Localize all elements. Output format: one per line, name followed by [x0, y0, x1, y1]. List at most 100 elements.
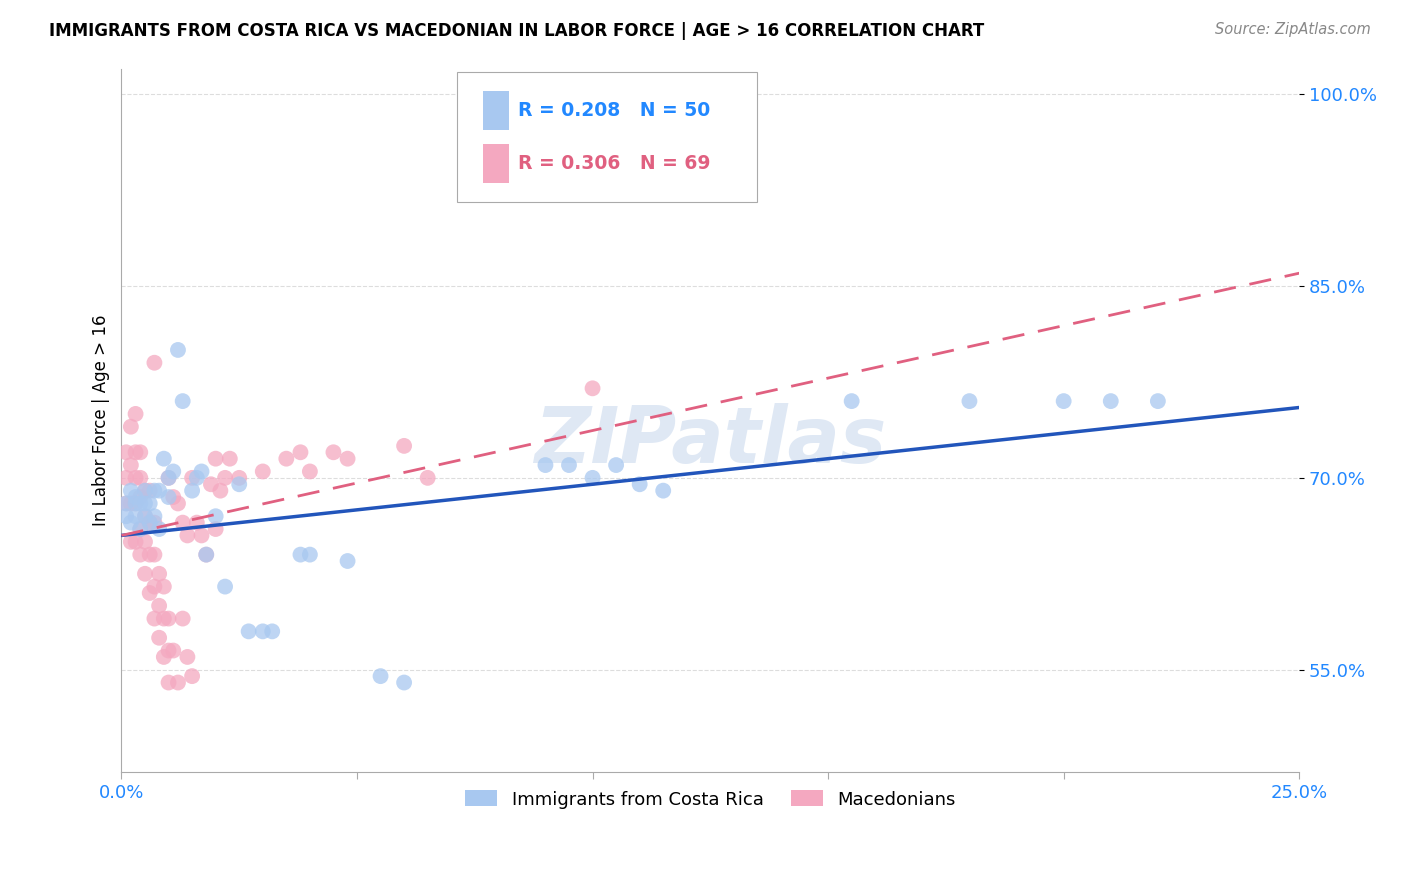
Point — [209, 483, 232, 498]
Point — [124, 445, 146, 459]
Point — [134, 566, 156, 581]
Point — [124, 496, 146, 510]
Text: ZIPatlas: ZIPatlas — [534, 403, 886, 479]
Point — [181, 483, 204, 498]
Point — [186, 516, 208, 530]
Y-axis label: In Labor Force | Age > 16: In Labor Force | Age > 16 — [93, 315, 110, 526]
Point — [124, 471, 146, 485]
Point — [129, 471, 152, 485]
Point — [181, 471, 204, 485]
Point — [134, 496, 156, 510]
Point — [129, 522, 152, 536]
Point — [581, 381, 603, 395]
Point — [195, 548, 218, 562]
Point — [148, 566, 170, 581]
Point — [129, 445, 152, 459]
Point — [1099, 394, 1122, 409]
Point — [652, 483, 675, 498]
Point — [134, 509, 156, 524]
Point — [124, 509, 146, 524]
Point — [186, 471, 208, 485]
Point — [120, 419, 142, 434]
Point — [134, 509, 156, 524]
Point — [120, 516, 142, 530]
Point — [157, 471, 180, 485]
Point — [534, 458, 557, 472]
Point — [841, 394, 863, 409]
Legend: Immigrants from Costa Rica, Macedonians: Immigrants from Costa Rica, Macedonians — [457, 783, 963, 816]
Point — [204, 509, 226, 524]
Point — [336, 554, 359, 568]
Point — [129, 522, 152, 536]
Point — [167, 343, 190, 357]
Point — [228, 471, 250, 485]
Point — [157, 490, 180, 504]
Point — [138, 586, 160, 600]
Point — [176, 528, 198, 542]
Point — [157, 643, 180, 657]
Text: R = 0.306   N = 69: R = 0.306 N = 69 — [519, 154, 711, 173]
Point — [181, 669, 204, 683]
Point — [143, 611, 166, 625]
Point — [148, 522, 170, 536]
Point — [290, 445, 312, 459]
Point — [1053, 394, 1076, 409]
Point — [143, 356, 166, 370]
Point — [143, 509, 166, 524]
Point — [262, 624, 284, 639]
Point — [167, 675, 190, 690]
Point — [392, 675, 415, 690]
Point — [322, 445, 344, 459]
Point — [153, 451, 176, 466]
Point — [124, 534, 146, 549]
Point — [148, 483, 170, 498]
Point — [134, 534, 156, 549]
Point — [157, 611, 180, 625]
Point — [336, 451, 359, 466]
Point — [162, 490, 184, 504]
Point — [162, 465, 184, 479]
Point — [153, 611, 176, 625]
Point — [157, 471, 180, 485]
FancyBboxPatch shape — [457, 72, 758, 202]
Bar — [484, 91, 509, 130]
Point — [605, 458, 627, 472]
Text: Source: ZipAtlas.com: Source: ZipAtlas.com — [1215, 22, 1371, 37]
Point — [298, 465, 321, 479]
Point — [120, 483, 142, 498]
Point — [238, 624, 260, 639]
Point — [115, 471, 138, 485]
Point — [214, 580, 236, 594]
Point — [167, 496, 190, 510]
Point — [628, 477, 651, 491]
Point — [276, 451, 298, 466]
Point — [172, 611, 194, 625]
Point — [204, 451, 226, 466]
Point — [143, 516, 166, 530]
Point — [143, 580, 166, 594]
Point — [138, 496, 160, 510]
Point — [204, 522, 226, 536]
Point — [195, 548, 218, 562]
Text: IMMIGRANTS FROM COSTA RICA VS MACEDONIAN IN LABOR FORCE | AGE > 16 CORRELATION C: IMMIGRANTS FROM COSTA RICA VS MACEDONIAN… — [49, 22, 984, 40]
Point — [115, 445, 138, 459]
Point — [134, 483, 156, 498]
Point — [558, 458, 581, 472]
Point — [115, 496, 138, 510]
Point — [115, 496, 138, 510]
Point — [200, 477, 222, 491]
Point — [392, 439, 415, 453]
Point — [172, 516, 194, 530]
Point — [138, 483, 160, 498]
Point — [138, 548, 160, 562]
Point — [157, 675, 180, 690]
Point — [120, 458, 142, 472]
Point — [138, 516, 160, 530]
Point — [124, 490, 146, 504]
Point — [153, 649, 176, 664]
Point — [153, 580, 176, 594]
Text: R = 0.208   N = 50: R = 0.208 N = 50 — [519, 101, 710, 120]
Point — [148, 631, 170, 645]
Point — [190, 528, 212, 542]
Point — [120, 534, 142, 549]
